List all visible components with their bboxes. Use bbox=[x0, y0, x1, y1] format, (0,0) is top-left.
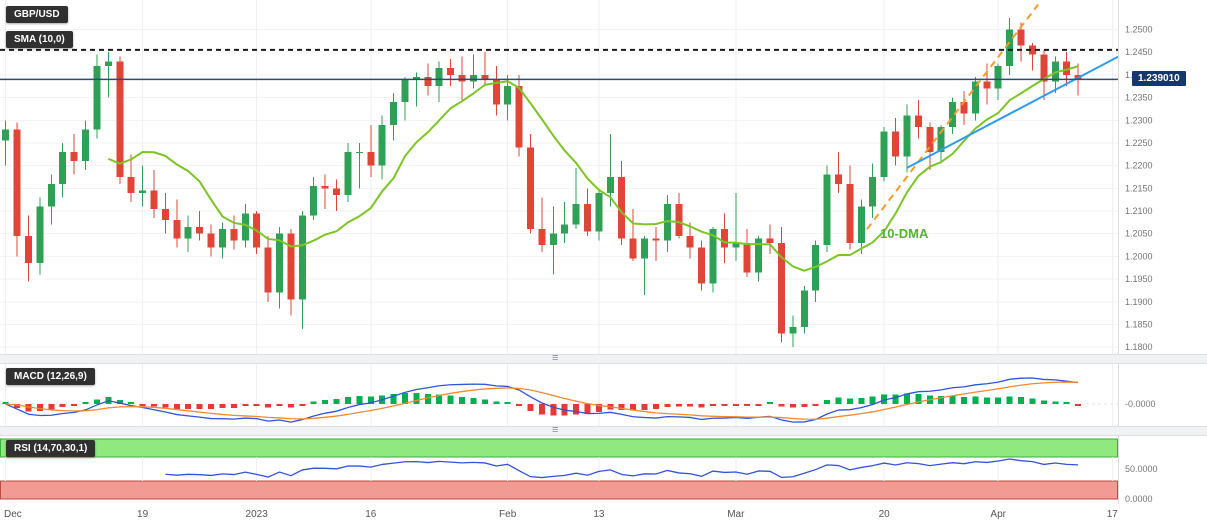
price-axis-tick: 1.2450 bbox=[1125, 47, 1153, 57]
main-price-panel: 1.25001.24501.24001.23501.23001.22501.22… bbox=[0, 0, 1207, 354]
x-axis-tick: 17 bbox=[1106, 509, 1118, 520]
x-axis-tick: 19 bbox=[137, 509, 149, 520]
price-axis-tick: 1.1850 bbox=[1125, 320, 1153, 330]
macd-histogram bbox=[2, 393, 1082, 416]
rsi-axis-tick: 0.0000 bbox=[1125, 494, 1153, 504]
resize-handle-icon[interactable]: ≡ bbox=[552, 352, 559, 364]
oversold-zone bbox=[0, 480, 1118, 500]
price-axis-tick: 1.1800 bbox=[1125, 342, 1153, 352]
main-chart-canvas[interactable]: 1.25001.24501.24001.23501.23001.22501.22… bbox=[0, 0, 1207, 354]
macd-canvas[interactable]: -0.0000 bbox=[0, 364, 1207, 426]
x-axis-tick: Dec bbox=[4, 509, 22, 520]
rsi-panel: 50.0000 0.0000 RSI (14,70,30,1) bbox=[0, 436, 1207, 504]
sma-indicator-label[interactable]: SMA (10,0) bbox=[6, 31, 73, 48]
macd-indicator-label[interactable]: MACD (12,26,9) bbox=[6, 368, 95, 385]
price-axis-tick: 1.2200 bbox=[1125, 161, 1153, 171]
price-axis-tick: 1.1950 bbox=[1125, 274, 1153, 284]
x-axis-tick: Apr bbox=[990, 509, 1006, 520]
x-axis-tick: 2023 bbox=[245, 509, 268, 520]
sma-line bbox=[107, 65, 1079, 272]
macd-signal-line bbox=[5, 381, 1079, 420]
price-axis-tick: 1.2050 bbox=[1125, 229, 1153, 239]
rsi-line bbox=[165, 458, 1079, 479]
price-axis-tick: 1.2350 bbox=[1125, 93, 1153, 103]
symbol-label: GBP/USD bbox=[6, 6, 68, 23]
price-axis-tick: 1.2150 bbox=[1125, 183, 1153, 193]
price-axis-tick: 1.2000 bbox=[1125, 251, 1153, 261]
price-axis-tick: 1.2500 bbox=[1125, 25, 1153, 35]
time-axis: Dec 19 2023 16 Feb 13 Mar 20 Apr 17 bbox=[0, 504, 1207, 526]
x-axis-tick: 13 bbox=[593, 509, 605, 520]
x-axis-tick: 16 bbox=[365, 509, 377, 520]
x-axis-tick: Mar bbox=[727, 509, 745, 520]
ascending-trendline-dashed bbox=[866, 3, 1039, 230]
ascending-trendline-solid bbox=[906, 55, 1119, 169]
macd-axis-tick: -0.0000 bbox=[1125, 399, 1156, 409]
grid-layer bbox=[0, 0, 1118, 354]
candles-layer bbox=[2, 18, 1082, 348]
price-axis-tick: 1.2250 bbox=[1125, 138, 1153, 148]
rsi-indicator-label[interactable]: RSI (14,70,30,1) bbox=[6, 440, 96, 457]
resize-handle-icon[interactable]: ≡ bbox=[552, 424, 559, 436]
macd-line bbox=[5, 377, 1079, 423]
panel-separator: ≡ bbox=[0, 424, 1207, 436]
rsi-axis-tick: 50.0000 bbox=[1125, 464, 1158, 474]
price-axis-tick: 1.2300 bbox=[1125, 115, 1153, 125]
macd-panel: -0.0000 MACD (12,26,9) bbox=[0, 364, 1207, 426]
overbought-zone bbox=[0, 438, 1118, 458]
rsi-canvas[interactable]: 50.0000 0.0000 bbox=[0, 436, 1207, 504]
panel-separator: ≡ bbox=[0, 352, 1207, 364]
price-axis-tick: 1.1900 bbox=[1125, 297, 1153, 307]
x-axis-tick: 20 bbox=[878, 509, 890, 520]
x-axis-tick: Feb bbox=[499, 509, 517, 520]
current-price-tag: 1.239010 bbox=[1132, 71, 1186, 87]
dma-annotation: 10-DMA bbox=[880, 226, 929, 241]
price-axis-tick: 1.2100 bbox=[1125, 206, 1153, 216]
